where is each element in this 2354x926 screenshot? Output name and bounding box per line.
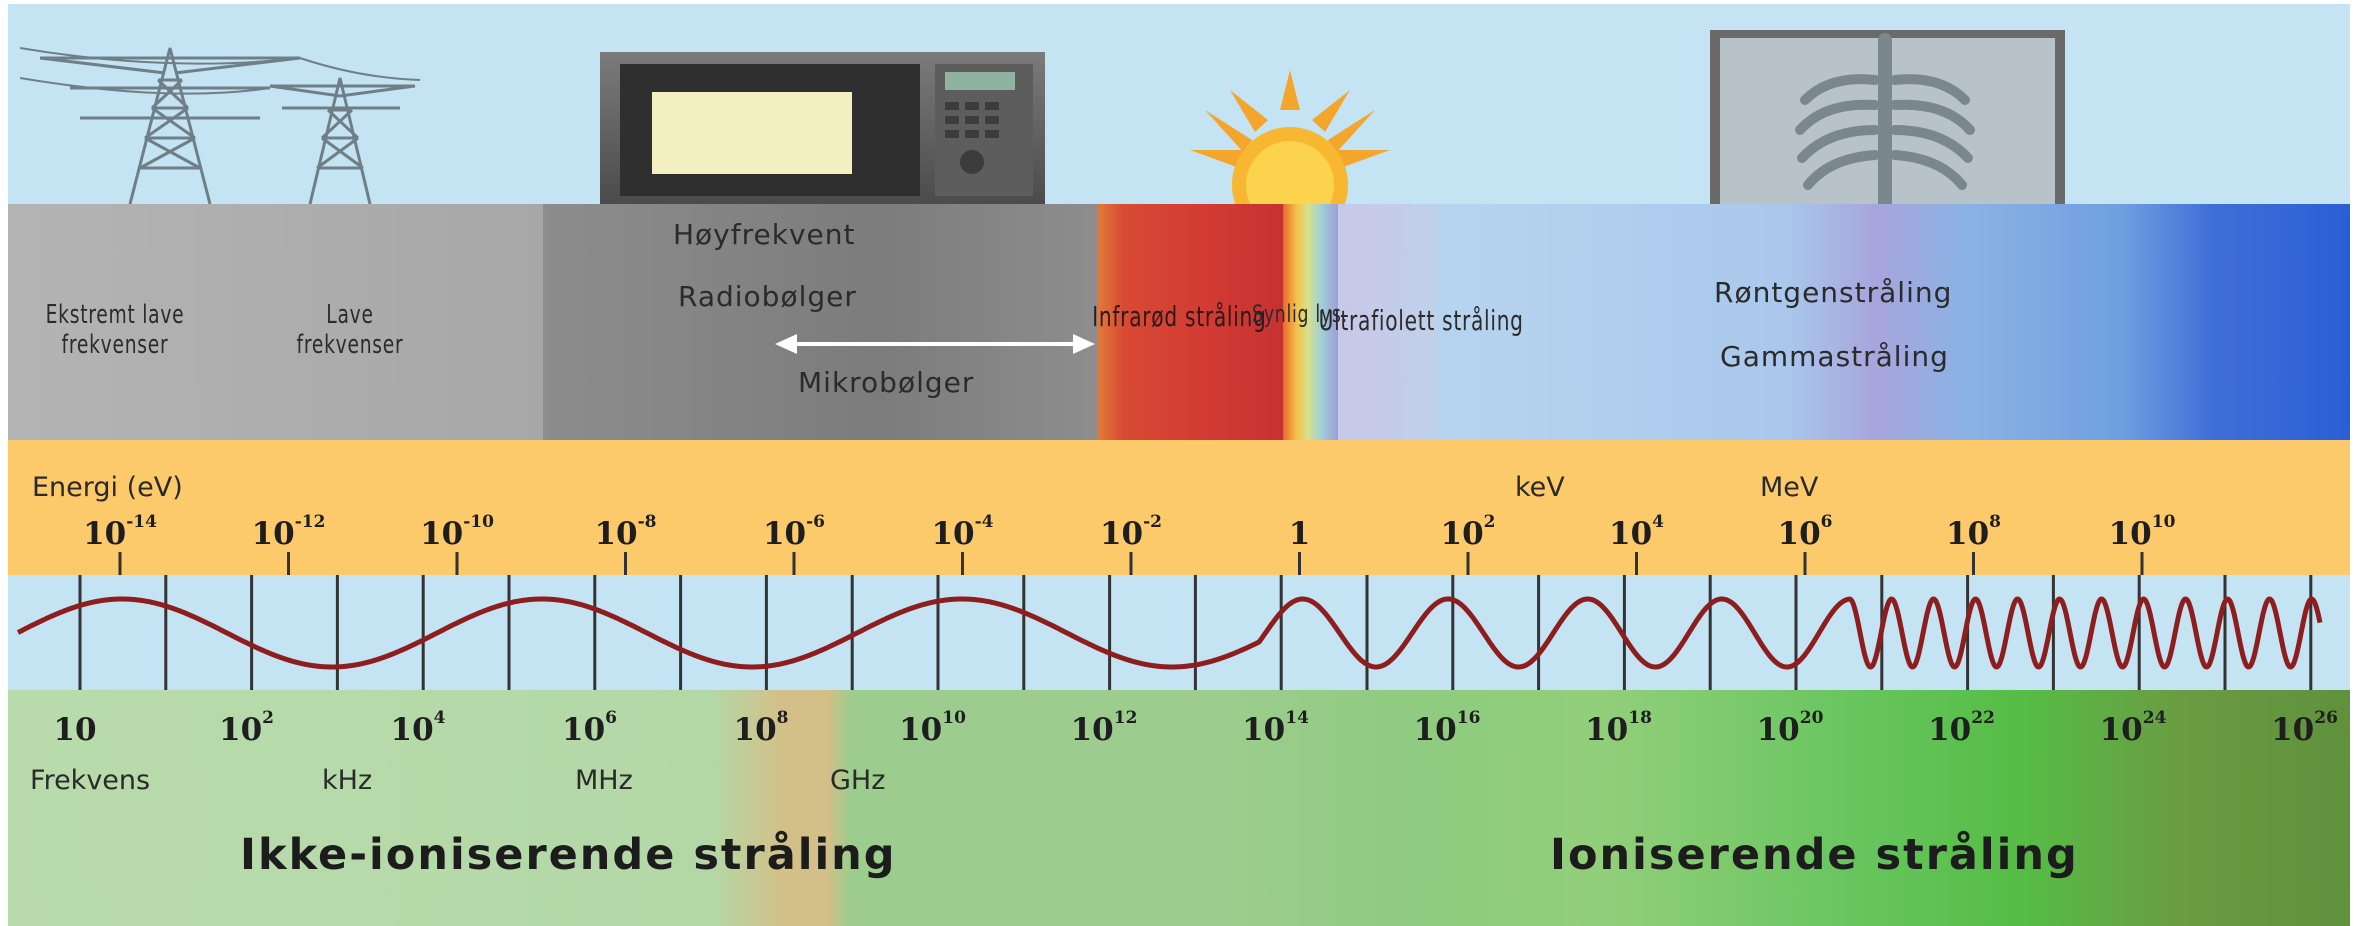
energy-tick-label: 10-8	[594, 512, 657, 552]
kev-label: keV	[1515, 472, 1565, 503]
band-radio	[543, 204, 1103, 440]
band-ultraviolet	[1338, 204, 1438, 440]
frequency-tick-label: 10	[53, 712, 97, 748]
energy-tick-label: 10-10	[420, 512, 494, 552]
energy-tick-marks	[118, 552, 2144, 575]
mev-label: MeV	[1760, 472, 1819, 503]
frequency-tick-label: 1020	[1756, 708, 1824, 748]
energy-tick-label: 10-6	[762, 512, 826, 552]
frequency-tick-label: 104	[390, 708, 446, 748]
frequency-tick-label: 1012	[1070, 708, 1138, 748]
label-radio-waves: Radiobølger	[678, 280, 857, 313]
xray-image-icon	[1710, 30, 2065, 204]
energy-band	[8, 440, 2350, 575]
band-xray-gamma	[1438, 204, 2350, 440]
frequency-tick-label: 1018	[1585, 708, 1652, 748]
frequency-label: Frekvens	[30, 765, 151, 796]
frequency-tick-label: 1014	[1242, 708, 1309, 748]
label-infrared: Infrarød stråling	[1092, 300, 1267, 333]
frequency-tick-label: 1026	[2271, 708, 2338, 748]
label-xray: Røntgenstråling	[1714, 276, 1953, 309]
energy-tick-label: 106	[1777, 512, 1833, 552]
frequency-tick-label: 106	[562, 708, 617, 748]
wave-curve	[16, 596, 2323, 670]
energy-tick-label: 10-2	[1099, 512, 1163, 552]
band-visible	[1283, 204, 1338, 440]
double-arrow-icon	[775, 334, 1095, 354]
frequency-tick-label: 1024	[2099, 708, 2167, 748]
frequency-tick-label: 1022	[1928, 708, 1995, 748]
wave-band	[8, 575, 2350, 690]
frequency-tick-label: 102	[219, 708, 274, 748]
power-pylon-icon	[20, 47, 420, 204]
energy-tick-label: 1010	[2108, 512, 2176, 552]
label-extremely-low: Ekstremt lave frekvenser	[45, 300, 185, 360]
energy-tick-label: 10-4	[931, 512, 994, 552]
khz-label: kHz	[322, 765, 373, 796]
energy-tick-label: 108	[1946, 512, 2001, 552]
label-gamma: Gammastråling	[1720, 340, 1949, 373]
energy-tick-label: 102	[1440, 512, 1496, 552]
label-ultraviolet: Ultrafiolett stråling	[1318, 304, 1524, 337]
label-microwaves: Mikrobølger	[798, 366, 975, 399]
frequency-tick-label: 108	[733, 708, 789, 748]
energy-tick-label: 10-14	[83, 512, 157, 552]
band-extremely-low	[8, 204, 543, 440]
energy-tick-label: 1	[1288, 516, 1311, 552]
sun-icon	[1190, 70, 1390, 204]
band-infrared	[1098, 204, 1283, 440]
label-visible: Synlig lys.	[1252, 300, 1348, 328]
energy-label: Energi (eV)	[32, 472, 183, 503]
wave-graphic	[16, 575, 2323, 690]
energy-tick-label: 10-12	[251, 512, 326, 552]
label-high-frequency: Høyfrekvent	[673, 218, 856, 251]
frequency-tick-label: 1016	[1413, 708, 1481, 748]
mhz-label: MHz	[575, 765, 633, 796]
energy-tick-label: 104	[1609, 512, 1664, 552]
frequency-tick-label: 1010	[899, 708, 966, 748]
label-low: Lave frekvenser	[296, 300, 404, 360]
non-ionizing-label: Ikke-ioniserende stråling	[240, 830, 897, 880]
microwave-oven-icon	[600, 52, 1045, 204]
frequency-band	[8, 690, 2350, 926]
ghz-label: GHz	[830, 765, 886, 796]
ionizing-label: Ioniserende stråling	[1550, 830, 2079, 880]
